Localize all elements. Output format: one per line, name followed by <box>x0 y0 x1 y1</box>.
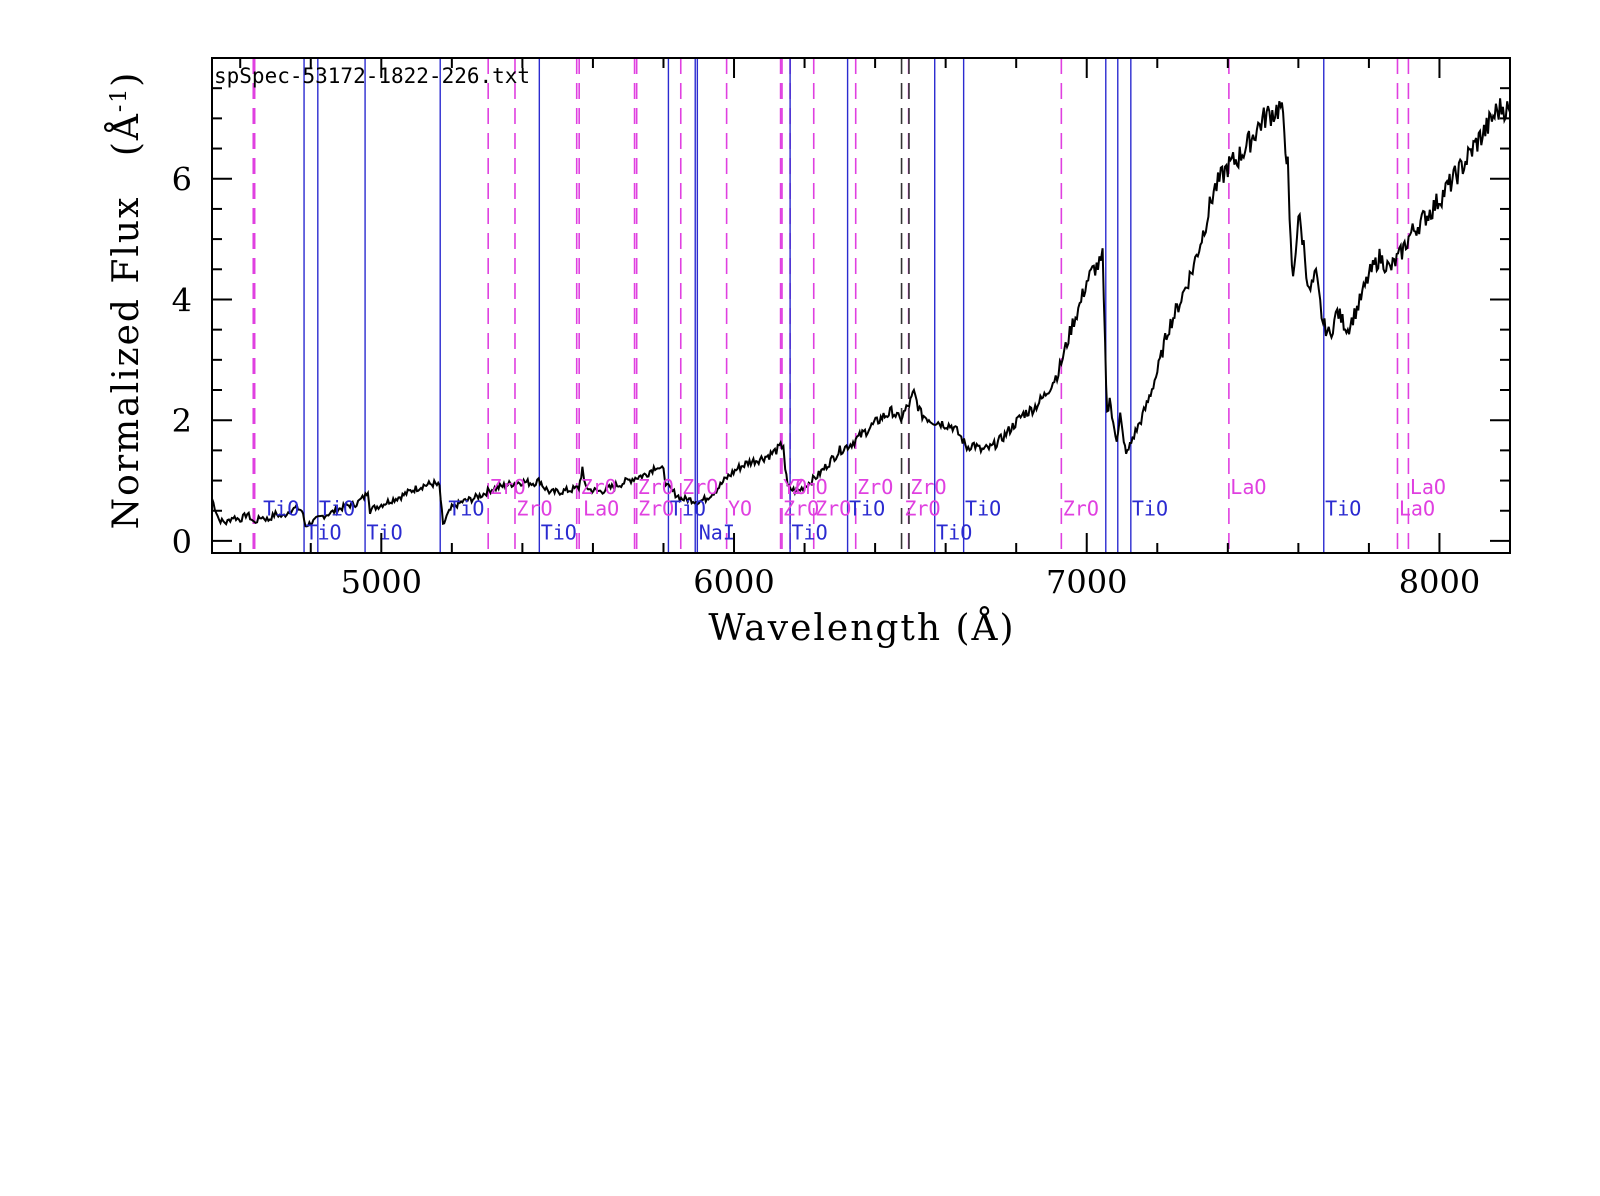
plot-frame <box>211 57 1511 554</box>
line-label: YO <box>783 475 807 499</box>
y-axis-title-main: Normalized Flux <box>106 196 147 530</box>
line-label: TiO <box>305 521 341 545</box>
line-label: NaI <box>699 521 735 545</box>
line-label: TiO <box>670 497 706 521</box>
line-label: YO <box>728 497 752 521</box>
line-markers <box>252 58 1410 553</box>
y-axis-title-unit: (Å <box>105 112 147 156</box>
y-axis-title-unit-exp: -1 <box>107 87 132 112</box>
line-label: ZrO <box>581 475 617 499</box>
line-label: ZrO <box>682 475 718 499</box>
line-label: LaO <box>1399 497 1435 521</box>
line-label: TiO <box>1325 497 1361 521</box>
x-axis-title: Wavelength (Å) <box>708 607 1015 649</box>
line-label: LaO <box>1410 475 1446 499</box>
line-label: TiO <box>541 521 577 545</box>
line-label: TiO <box>319 497 355 521</box>
line-label: ZrO <box>857 475 893 499</box>
line-label: LaO <box>583 497 619 521</box>
line-label: ZrO <box>638 475 674 499</box>
line-label: ZrO <box>1063 497 1099 521</box>
line-label: ZrO <box>792 475 828 499</box>
y-axis-title-unit-close: ) <box>106 71 147 87</box>
line-label: TiO <box>936 521 972 545</box>
line-label: TiO <box>263 497 299 521</box>
y-axis-title: Normalized Flux (Å-1) <box>105 71 147 530</box>
x-tick-label: 8000 <box>1399 563 1480 601</box>
line-label: ZrO <box>490 475 526 499</box>
line-label: TiO <box>849 497 885 521</box>
y-tick-label: 6 <box>172 161 192 199</box>
y-tick-label: 4 <box>172 281 192 319</box>
line-label: ZrO <box>904 497 940 521</box>
line-label: ZrO <box>516 497 552 521</box>
line-label: LaO <box>1230 475 1266 499</box>
y-axis: 0 2 4 6 <box>172 87 1510 561</box>
x-tick-label: 6000 <box>693 563 774 601</box>
line-label: TiO <box>1132 497 1168 521</box>
line-label: ZrO <box>638 497 674 521</box>
file-label: spSpec-53172-1822-226.txt <box>214 64 530 88</box>
line-label: ZrO <box>815 497 851 521</box>
x-axis: 5000 6000 7000 8000 <box>239 58 1511 601</box>
spectrum-line <box>211 98 1511 528</box>
x-tick-label: 7000 <box>1046 563 1127 601</box>
x-tick-label: 5000 <box>341 563 422 601</box>
line-label: ZrO <box>910 475 946 499</box>
line-label: TiO <box>965 497 1001 521</box>
y-tick-label: 2 <box>172 402 192 440</box>
line-label: TiO <box>792 521 828 545</box>
y-tick-label: 0 <box>172 523 192 561</box>
line-labels: TiOTiOTiOTiOTiOZrOZrOTiOZrOLaOZrOZrOTiOZ… <box>263 475 1446 545</box>
line-label: TiO <box>448 497 484 521</box>
line-label: ZrO <box>783 497 819 521</box>
line-label: TiO <box>366 521 402 545</box>
